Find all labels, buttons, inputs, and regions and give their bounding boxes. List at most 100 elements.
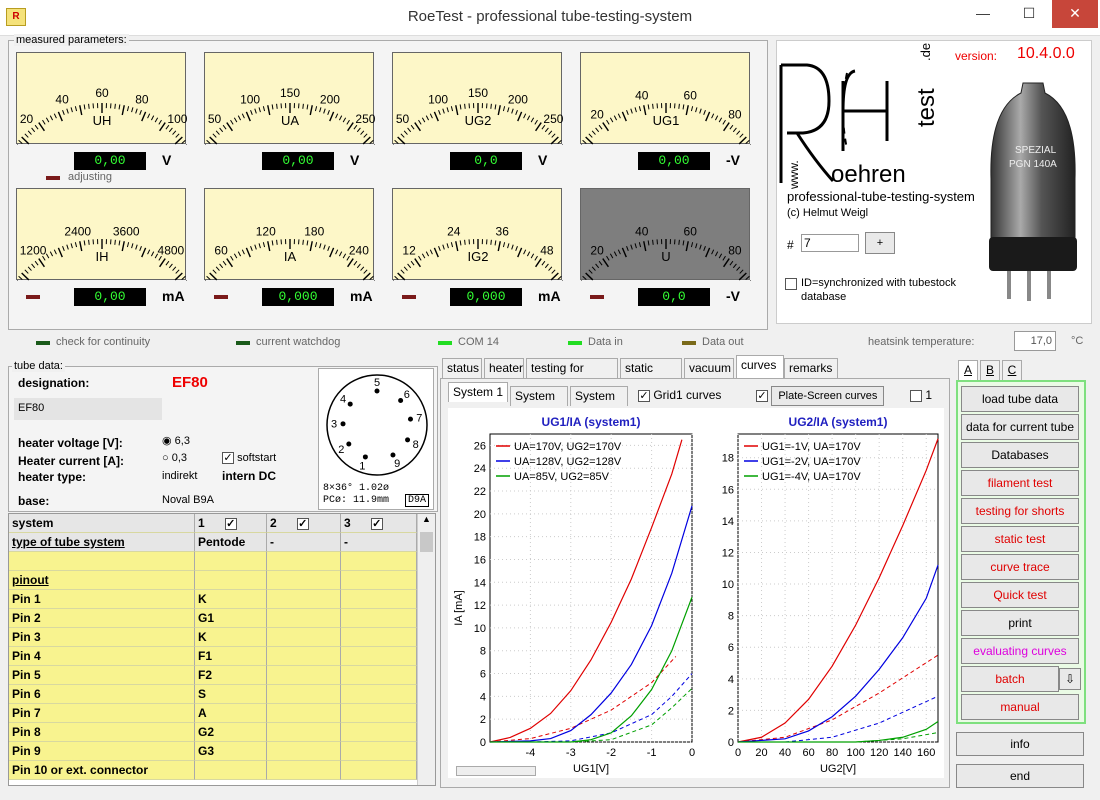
sync-checkbox[interactable] [785, 278, 797, 290]
end-button[interactable]: end [956, 764, 1084, 788]
system-enable-checkbox[interactable]: ✓ [370, 517, 383, 530]
socket-pin [398, 398, 404, 404]
scroll-thumb[interactable] [420, 532, 433, 552]
tab-vacuum[interactable]: vacuum [684, 358, 734, 378]
x-tick-label: 0 [735, 747, 741, 759]
meter-tick-label: 200 [320, 93, 340, 107]
table-cell [267, 666, 341, 685]
system-enable-checkbox[interactable]: ✓ [224, 517, 237, 530]
grid1-curves-checkbox[interactable]: ✓ Grid1 curves [638, 388, 722, 402]
right-tab-a[interactable]: A [958, 360, 978, 380]
logo-subtitle: professional-tube-testing-system [787, 189, 975, 204]
button-load-tube-data[interactable]: load tube data [961, 386, 1079, 412]
system-enable-checkbox[interactable]: ✓ [296, 517, 309, 530]
dashed-series-line [737, 654, 939, 743]
status-led-label: COM 14 [458, 336, 499, 348]
batch-arrow-icon[interactable]: ⇩ [1059, 668, 1081, 690]
button-filament-test[interactable]: filament test [961, 470, 1079, 496]
meter-tick-label: 50 [396, 112, 410, 126]
meter-tick-label: 24 [447, 224, 461, 238]
chart-slider[interactable] [456, 766, 536, 776]
meter-dial-u: 020406080100U [560, 224, 779, 352]
meter-name: IA [284, 249, 297, 264]
pin-assignment: F1 [195, 647, 267, 666]
right-tab-c[interactable]: C [1002, 360, 1022, 380]
subtab-system-3[interactable]: System 3 [570, 386, 628, 421]
button-quick-test[interactable]: Quick test [961, 582, 1079, 608]
type-label: type of tube system [9, 533, 195, 552]
button-databases[interactable]: Databases [961, 442, 1079, 468]
socket-pin-label: 5 [374, 377, 380, 389]
tab-curves[interactable]: curves [736, 355, 784, 379]
y-tick-label: 6 [480, 669, 486, 681]
title-bar: R RoeTest - professional tube-testing-sy… [0, 0, 1100, 36]
minimize-button[interactable]: — [976, 5, 990, 21]
subtab-system-1[interactable]: System 1 [448, 382, 508, 402]
status-led-label: current watchdog [256, 336, 341, 348]
plate-screen-label[interactable]: Plate-Screen curves [771, 386, 885, 406]
scroll-up-icon[interactable]: ▲ [422, 514, 431, 524]
tab-heater[interactable]: heater [484, 358, 524, 378]
table-cell [195, 552, 267, 571]
button-data-for-current-tube[interactable]: data for current tube [961, 414, 1079, 440]
adjusting-led [46, 176, 60, 180]
tab-static-data[interactable]: static data [620, 358, 682, 393]
meter-name: IG2 [468, 249, 489, 264]
x-tick-label: 0 [689, 747, 695, 759]
socket-pin [407, 416, 413, 422]
x-tick-label: 60 [802, 747, 814, 759]
roetest-logo-icon[interactable]: R [6, 8, 26, 26]
meter-dial-uh: 020406080100120UH [0, 86, 215, 216]
status-led-label: Data in [588, 336, 623, 348]
table-cell [267, 628, 341, 647]
meter-tick-label: 1200 [20, 243, 47, 257]
heater-voltage-radio[interactable]: ◉ 6,3 [162, 435, 190, 447]
y-tick-label: 4 [480, 691, 486, 703]
plate-screen-checkbox[interactable]: ✓ Plate-Screen curves [756, 386, 885, 406]
heater-type-value: indirekt [162, 470, 198, 482]
meter-ia: 060120180240300IA [184, 188, 403, 352]
counter-checkbox[interactable]: 1 [910, 388, 932, 402]
tube-name-field[interactable]: EF80 [14, 398, 162, 420]
legend-entry: UA=85V, UG2=85V [514, 471, 610, 483]
series-line [490, 596, 693, 743]
designation-label: designation: [18, 376, 90, 390]
button-print[interactable]: print [961, 610, 1079, 636]
tab-testing-for-shorts[interactable]: testing for shorts [526, 358, 618, 393]
system-type: - [341, 533, 417, 552]
heater-type-label: heater type: [18, 470, 87, 484]
button-static-test[interactable]: static test [961, 526, 1079, 552]
pin-label: Pin 7 [9, 704, 195, 723]
meter-name: IH [96, 249, 109, 264]
button-batch[interactable]: batch [961, 666, 1059, 692]
button-manual[interactable]: manual [961, 694, 1079, 720]
meter-tick-label: 60 [684, 224, 698, 238]
tab-remarks[interactable]: remarks [784, 358, 838, 378]
heater-current-label: Heater current [A]: [18, 454, 125, 468]
system-header: system [9, 514, 195, 533]
right-tab-b[interactable]: B [980, 360, 1000, 380]
tube-number-input[interactable] [801, 234, 859, 252]
meter-readout-ia: 0,000 [262, 288, 334, 306]
button-testing-for-shorts[interactable]: testing for shorts [961, 498, 1079, 524]
y-tick-label: 8 [728, 611, 734, 623]
close-button[interactable]: ✕ [1052, 0, 1098, 28]
heater-current-radio[interactable]: ○ 0,3 [162, 452, 187, 464]
subtab-system-2[interactable]: System 2 [510, 386, 568, 421]
button-curve-trace[interactable]: curve trace [961, 554, 1079, 580]
meter-readout-ih: 0,00 [74, 288, 146, 306]
button-evaluating-curves[interactable]: evaluating curves [961, 638, 1079, 664]
plus-button[interactable]: + [865, 232, 895, 254]
softstart-checkbox[interactable]: ✓ softstart [222, 452, 277, 465]
socket-caption-2: PCø: 11.9mm [323, 495, 390, 506]
designation-value: EF80 [172, 374, 208, 391]
table-scrollbar[interactable]: ▲ [417, 514, 435, 785]
brand-test: test [913, 88, 940, 127]
meter-status-led [590, 295, 604, 299]
info-button[interactable]: info [956, 732, 1084, 756]
intern-dc-label: intern DC [222, 469, 276, 483]
maximize-button[interactable]: ☐ [1022, 5, 1036, 21]
tab-status[interactable]: status [442, 358, 482, 378]
